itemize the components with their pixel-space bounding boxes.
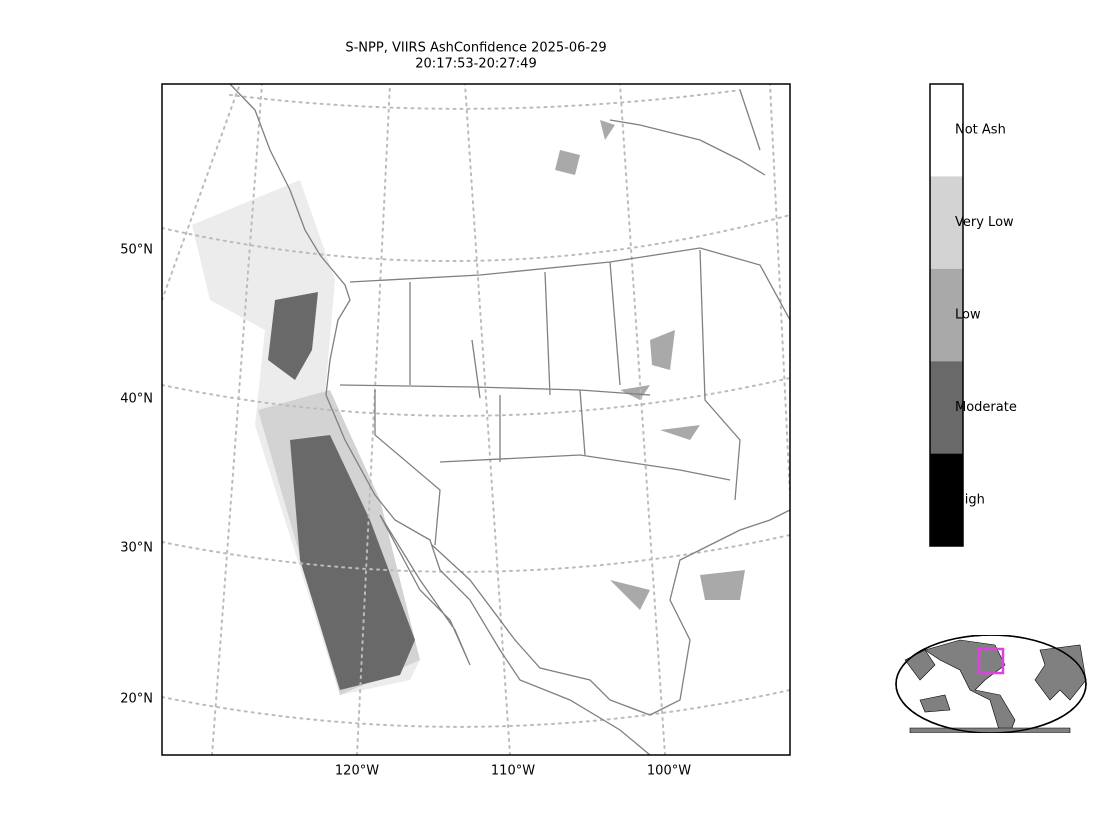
meridian	[356, 84, 391, 755]
lat-label: 40°N	[120, 392, 153, 407]
coastline	[431, 509, 790, 716]
border	[339, 249, 741, 546]
colorbar-segment	[930, 361, 963, 454]
coastline	[379, 514, 471, 666]
meridian	[619, 84, 666, 755]
colorbar-label: Very Low	[955, 215, 1014, 230]
swath-moderate	[290, 435, 415, 690]
meridian	[162, 84, 241, 301]
meridian	[769, 84, 790, 516]
colorbar-segment	[930, 453, 963, 546]
map-frame	[161, 83, 791, 756]
colorbar-label: Not Ash	[955, 123, 1006, 138]
coastline	[609, 89, 766, 176]
meridian	[211, 84, 263, 755]
lon-label: 120°W	[335, 764, 379, 779]
parallel	[162, 377, 790, 417]
colorbar-label: Moderate	[955, 400, 1017, 415]
lon-label: 110°W	[491, 764, 535, 779]
scattered-ash	[555, 120, 745, 610]
meridian	[464, 84, 511, 755]
colorbar-label: Low	[955, 308, 981, 323]
colorbar-segment	[930, 176, 963, 269]
colorbar-label: High	[955, 492, 985, 507]
parallel	[162, 689, 790, 728]
border	[349, 247, 790, 321]
colorbar-segment	[930, 268, 963, 362]
title-line: 20:17:53-20:27:49	[415, 57, 536, 72]
lat-label: 20°N	[120, 692, 153, 707]
title-line: S-NPP, VIIRS AshConfidence 2025-06-29	[345, 41, 606, 56]
globe-inset	[895, 635, 1087, 733]
swath-moderate	[268, 292, 318, 380]
parallel	[162, 534, 790, 573]
parallel	[229, 89, 741, 110]
colorbar-frame	[929, 83, 964, 547]
lon-label: 100°W	[647, 764, 691, 779]
coastline	[229, 84, 651, 755]
lat-label: 50°N	[120, 243, 153, 258]
lat-label: 30°N	[120, 541, 153, 556]
map-body	[162, 84, 790, 755]
colorbar-segment	[930, 84, 963, 177]
